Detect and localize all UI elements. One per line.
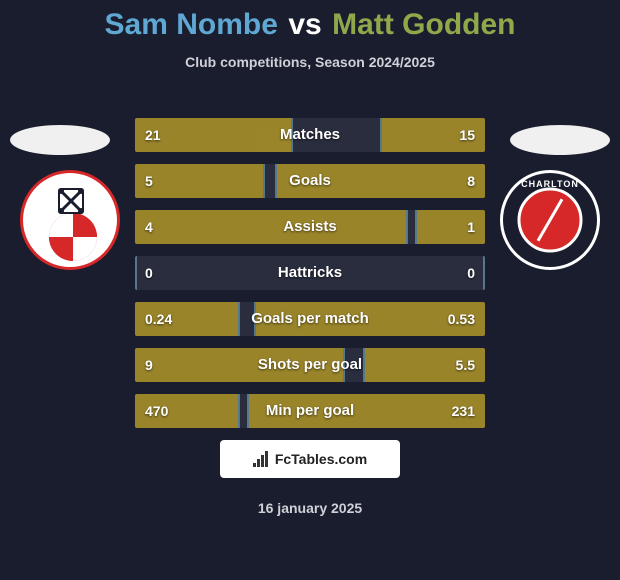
subtitle: Club competitions, Season 2024/2025 [0,54,620,70]
stat-row: Min per goal470 231 [135,394,485,428]
stat-value-right: 0 [457,256,485,290]
brand-pill: FcTables.com [220,440,400,478]
stat-label: Assists [135,210,485,244]
stat-value-right: 15 [449,118,485,152]
rotherham-crest-icon [31,181,115,265]
player1-photo-placeholder [10,125,110,155]
stat-label: Goals per match [135,302,485,336]
stat-value-left: 0 [135,256,163,290]
brand-text: FcTables.com [275,451,367,467]
stat-row: Goals5 8 [135,164,485,198]
stat-value-right: 5.5 [446,348,485,382]
stat-row: Matches21 15 [135,118,485,152]
stat-value-right: 1 [457,210,485,244]
page-title: Sam Nombe vs Matt Godden [0,0,620,42]
player2-photo-placeholder [510,125,610,155]
stat-row: Assists4 1 [135,210,485,244]
stat-label: Matches [135,118,485,152]
stat-value-right: 8 [457,164,485,198]
title-player2: Matt Godden [332,8,515,41]
club-crest-right: CHARLTON [500,170,600,270]
stat-value-right: 231 [442,394,485,428]
fctables-logo-icon [253,451,269,467]
club-crest-left [20,170,120,270]
stat-label: Shots per goal [135,348,485,382]
title-vs: vs [288,8,321,41]
stat-row: Shots per goal9 5.5 [135,348,485,382]
stat-row: Hattricks0 0 [135,256,485,290]
stat-label: Hattricks [135,256,485,290]
stat-value-left: 470 [135,394,178,428]
stat-label: Goals [135,164,485,198]
stat-value-left: 9 [135,348,163,382]
stats-container: Matches21 15 Goals5 8 Assists4 1 Hattricks0 0 Go… [135,118,485,440]
stat-label: Min per goal [135,394,485,428]
stat-row: Goals per match0.24 0.53 [135,302,485,336]
stat-value-left: 21 [135,118,171,152]
stat-value-right: 0.53 [438,302,485,336]
date-label: 16 january 2025 [0,500,620,516]
title-player1: Sam Nombe [105,8,278,41]
stat-value-left: 5 [135,164,163,198]
stat-value-left: 0.24 [135,302,182,336]
stat-value-left: 4 [135,210,163,244]
